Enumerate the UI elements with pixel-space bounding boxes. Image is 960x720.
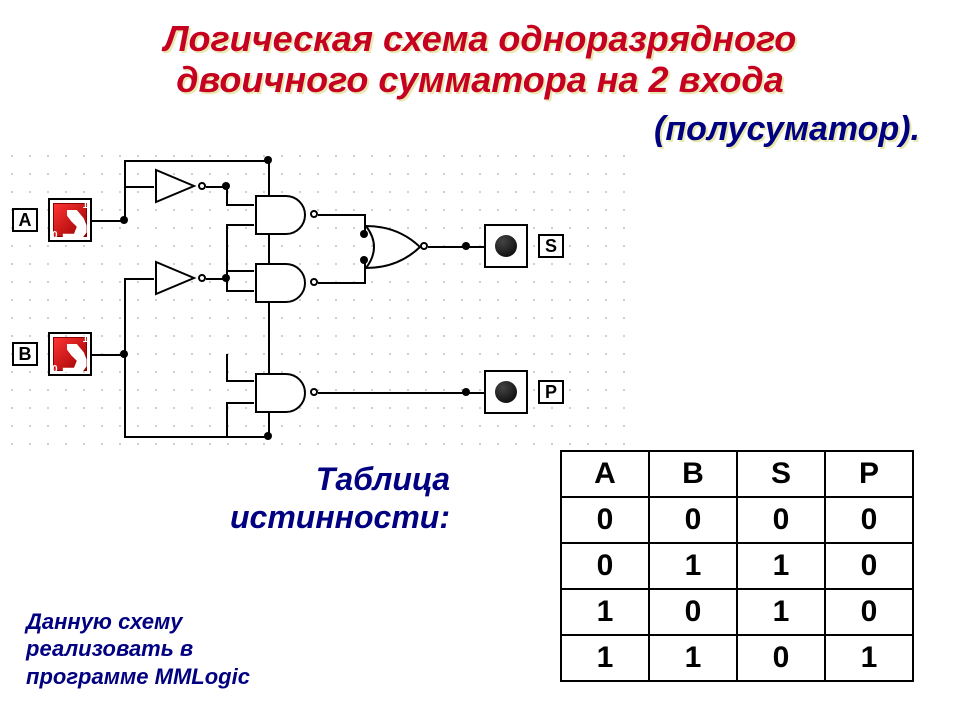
table-cell: 0	[825, 543, 913, 589]
wire	[318, 392, 484, 394]
and-gate-and3	[254, 372, 312, 419]
inversion-bubble	[198, 182, 206, 190]
table-cell: 1	[825, 635, 913, 681]
title-line2: двоичного сумматора на 2 входа	[176, 59, 783, 100]
wire	[124, 160, 268, 162]
slide-title: Логическая схема одноразрядного двоичног…	[0, 18, 960, 101]
wire	[124, 160, 126, 222]
wire	[318, 282, 366, 284]
table-cell: 0	[561, 497, 649, 543]
table-cell: 0	[825, 497, 913, 543]
table-cell: 1	[649, 635, 737, 681]
table-cell: 0	[737, 635, 825, 681]
input-label-b: B	[12, 342, 38, 366]
or-gate-or1	[364, 224, 424, 275]
wire-node	[264, 432, 272, 440]
output-label-p: P	[538, 380, 564, 404]
wire	[124, 278, 154, 280]
wire-node	[120, 350, 128, 358]
table-cell: 0	[825, 589, 913, 635]
and-gate-and1	[254, 194, 312, 241]
footnote-line2: реализовать в	[26, 636, 193, 661]
wire	[226, 380, 254, 382]
table-cell: 0	[561, 543, 649, 589]
inversion-bubble	[420, 242, 428, 250]
footnote: Данную схему реализовать в программе MML…	[26, 608, 250, 691]
truth-table-label: Таблица истинности:	[230, 460, 450, 537]
wire	[226, 402, 254, 404]
truth-table: ABSP0000011010101101	[560, 450, 914, 682]
led-s	[484, 224, 528, 268]
table-header: S	[737, 451, 825, 497]
wire	[124, 436, 268, 438]
diagram-layer: A 10 B 10 S P	[6, 150, 626, 450]
wire	[124, 186, 154, 188]
table-cell: 0	[649, 497, 737, 543]
table-cell: 1	[737, 543, 825, 589]
switch-a[interactable]: 10	[48, 198, 92, 242]
inversion-bubble	[198, 274, 206, 282]
wire	[428, 246, 484, 248]
led-p	[484, 370, 528, 414]
footnote-line3: программе MMLogic	[26, 664, 250, 689]
inversion-bubble	[310, 278, 318, 286]
slide-subtitle: (полусуматор).	[654, 110, 920, 149]
table-cell: 1	[737, 589, 825, 635]
wire	[226, 204, 254, 206]
truth-label-line1: Таблица	[316, 461, 450, 497]
wire-node	[222, 274, 230, 282]
wire	[226, 270, 254, 272]
wire-node	[264, 156, 272, 164]
wire	[226, 290, 254, 292]
table-header: A	[561, 451, 649, 497]
and-gate-and2	[254, 262, 312, 309]
inversion-bubble	[310, 388, 318, 396]
circuit-diagram: A 10 B 10 S P	[6, 150, 626, 450]
wire	[226, 402, 228, 438]
wire-node	[222, 182, 230, 190]
wire	[226, 224, 254, 226]
wire-node	[462, 388, 470, 396]
switch-b[interactable]: 10	[48, 332, 92, 376]
wire-node	[462, 242, 470, 250]
wire	[124, 278, 126, 438]
truth-label-line2: истинности:	[230, 499, 450, 535]
wire	[318, 214, 366, 216]
not-gate-notA	[154, 168, 198, 204]
title-line1: Логическая схема одноразрядного	[164, 18, 797, 59]
not-gate-notB	[154, 260, 198, 296]
table-cell: 1	[561, 635, 649, 681]
wire	[226, 224, 228, 272]
table-header: P	[825, 451, 913, 497]
table-cell: 0	[649, 589, 737, 635]
output-label-s: S	[538, 234, 564, 258]
wire	[226, 354, 228, 382]
table-header: B	[649, 451, 737, 497]
inversion-bubble	[310, 210, 318, 218]
table-cell: 0	[737, 497, 825, 543]
input-label-a: A	[12, 208, 38, 232]
table-cell: 1	[561, 589, 649, 635]
footnote-line1: Данную схему	[26, 609, 182, 634]
wire-node	[120, 216, 128, 224]
table-cell: 1	[649, 543, 737, 589]
